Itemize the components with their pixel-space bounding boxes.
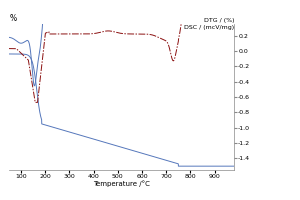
Text: %: % (9, 14, 16, 23)
Text: DTG / (%): DTG / (%) (203, 18, 234, 23)
Text: DSC / (mcV/mg): DSC / (mcV/mg) (184, 25, 234, 30)
X-axis label: Temperature /°C: Temperature /°C (93, 181, 150, 187)
